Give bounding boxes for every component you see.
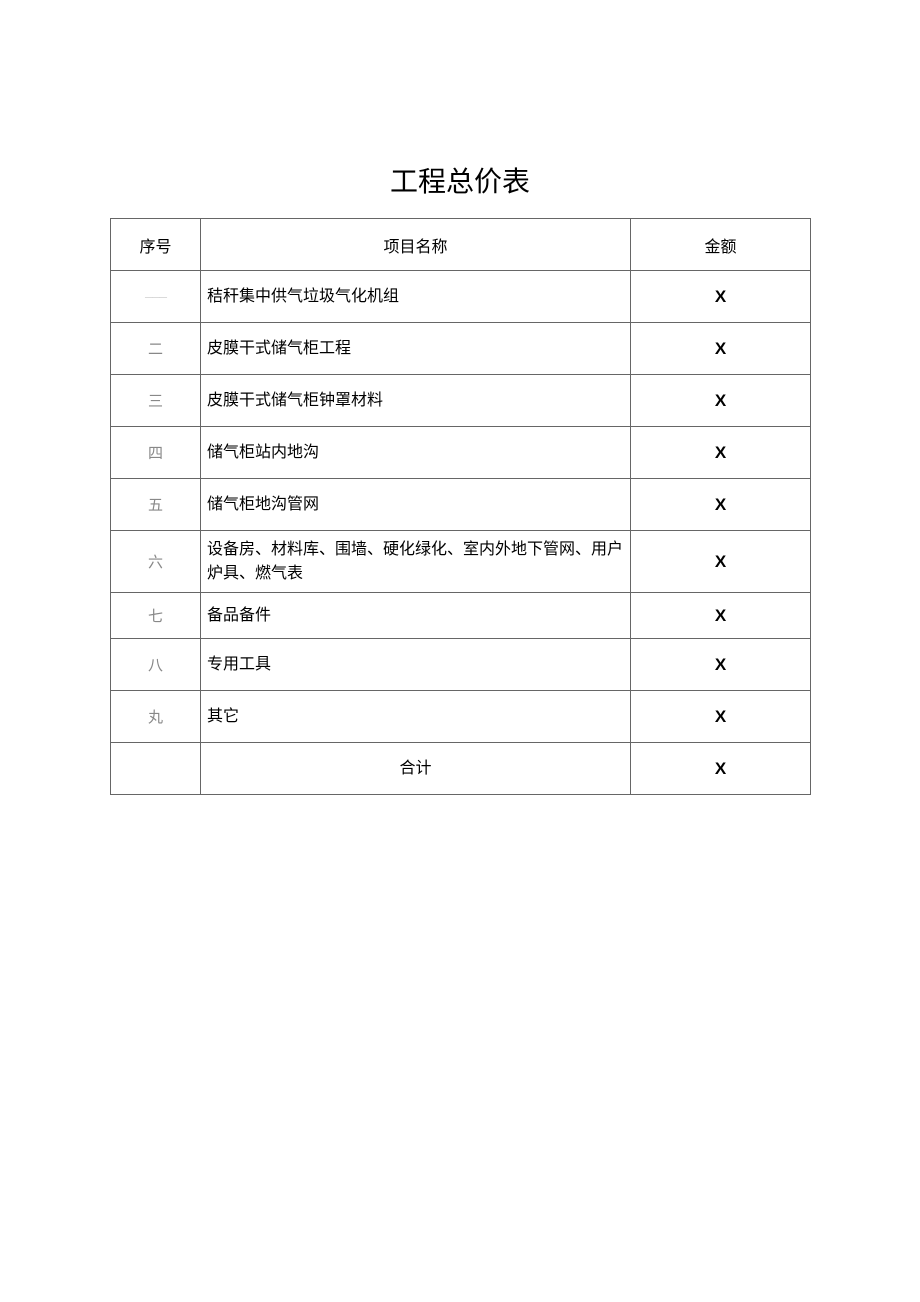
cell-name: 储气柜站内地沟 [201, 427, 631, 479]
cell-seq: 七 [111, 593, 201, 639]
cell-amount: X [631, 593, 811, 639]
cell-amount: X [631, 531, 811, 593]
cell-seq: 六 [111, 531, 201, 593]
cell-name: 皮膜干式储气柜钟罩材料 [201, 375, 631, 427]
table-row: 八 专用工具 X [111, 639, 811, 691]
table-row: 六 设备房、材料库、围墙、硬化绿化、室内外地下管网、用户炉具、燃气表 X [111, 531, 811, 593]
table-row: 三 皮膜干式储气柜钟罩材料 X [111, 375, 811, 427]
price-table: 序号 项目名称 金额 ——— 秸秆集中供气垃圾气化机组 X 二 皮膜干式储气柜工… [110, 218, 811, 795]
cell-amount: X [631, 271, 811, 323]
table-header-row: 序号 项目名称 金额 [111, 219, 811, 271]
footer-amount: X [631, 743, 811, 795]
table-row: 七 备品备件 X [111, 593, 811, 639]
document-container: 工程总价表 序号 项目名称 金额 ——— 秸秆集中供气垃圾气化机组 X 二 皮膜… [110, 160, 810, 795]
cell-amount: X [631, 691, 811, 743]
cell-seq: 三 [111, 375, 201, 427]
cell-amount: X [631, 323, 811, 375]
cell-seq: 五 [111, 479, 201, 531]
footer-label: 合计 [201, 743, 631, 795]
cell-amount: X [631, 375, 811, 427]
table-row: 二 皮膜干式储气柜工程 X [111, 323, 811, 375]
cell-name: 储气柜地沟管网 [201, 479, 631, 531]
table-row: 五 储气柜地沟管网 X [111, 479, 811, 531]
table-footer-row: 合计 X [111, 743, 811, 795]
cell-name: 备品备件 [201, 593, 631, 639]
cell-seq: 丸 [111, 691, 201, 743]
table-row: ——— 秸秆集中供气垃圾气化机组 X [111, 271, 811, 323]
cell-name: 专用工具 [201, 639, 631, 691]
cell-seq: 八 [111, 639, 201, 691]
cell-amount: X [631, 479, 811, 531]
cell-name: 皮膜干式储气柜工程 [201, 323, 631, 375]
footer-seq-empty [111, 743, 201, 795]
cell-name: 秸秆集中供气垃圾气化机组 [201, 271, 631, 323]
cell-amount: X [631, 427, 811, 479]
header-seq: 序号 [111, 219, 201, 271]
header-amount: 金额 [631, 219, 811, 271]
cell-seq: 四 [111, 427, 201, 479]
table-row: 四 储气柜站内地沟 X [111, 427, 811, 479]
page-title: 工程总价表 [110, 160, 810, 200]
cell-name: 设备房、材料库、围墙、硬化绿化、室内外地下管网、用户炉具、燃气表 [201, 531, 631, 593]
header-name: 项目名称 [201, 219, 631, 271]
cell-seq: 二 [111, 323, 201, 375]
cell-seq: ——— [111, 271, 201, 323]
table-row: 丸 其它 X [111, 691, 811, 743]
cell-name: 其它 [201, 691, 631, 743]
cell-amount: X [631, 639, 811, 691]
